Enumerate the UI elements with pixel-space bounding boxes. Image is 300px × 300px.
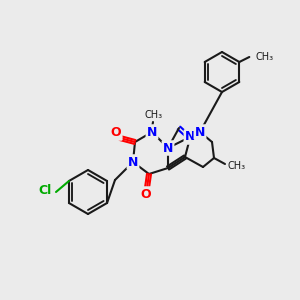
Text: N: N	[147, 125, 157, 139]
Text: CH₃: CH₃	[255, 52, 273, 62]
Text: N: N	[163, 142, 173, 154]
Text: O: O	[111, 127, 121, 140]
Text: CH₃: CH₃	[228, 161, 246, 171]
Text: N: N	[195, 125, 205, 139]
Text: O: O	[141, 188, 151, 200]
Text: N: N	[128, 155, 138, 169]
Text: Cl: Cl	[39, 184, 52, 197]
Text: CH₃: CH₃	[145, 110, 163, 120]
Text: N: N	[185, 130, 195, 143]
